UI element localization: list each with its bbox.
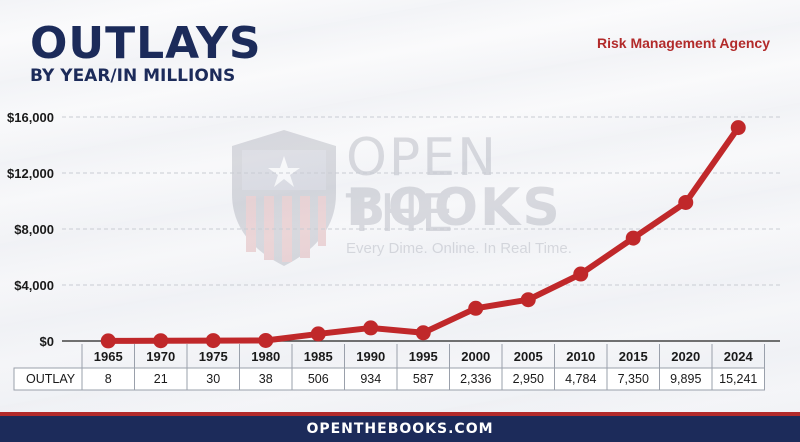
table-value-label: 506 [308,372,329,386]
x-tick-label: 1985 [304,349,333,364]
data-point [678,194,694,210]
x-tick-label: 1975 [199,349,228,364]
table-value-label: 2,336 [460,372,491,386]
x-tick-label: 2010 [566,349,595,364]
grid-lines [62,116,780,342]
y-tick-label: $0 [40,334,54,349]
data-point [205,333,221,349]
table-value-label: 8 [105,372,112,386]
table-value-label: 587 [413,372,434,386]
table-value-label: 934 [360,372,381,386]
x-tick-label: 2005 [514,349,543,364]
table-value-label: 7,350 [618,372,649,386]
table-value-label: 2,950 [513,372,544,386]
x-tick-label: 1980 [251,349,280,364]
series-layer [100,120,746,349]
table-value-row [13,367,765,391]
data-point [520,292,536,308]
footer-bar: OPENTHEBOOKS.COM [0,412,800,442]
y-axis-ticks: $0 $4,000 $8,000 $12,000 $16,000 [7,110,54,349]
y-tick-label: $4,000 [14,278,54,293]
table-value-label: 30 [206,372,220,386]
data-point [573,266,589,282]
series-line-outlay [105,124,742,344]
x-tick-label: 1990 [356,349,385,364]
data-point [100,333,116,349]
table-value-label: 15,241 [719,372,757,386]
chart-subtitle: BY YEAR/IN MILLIONS [30,66,236,86]
data-point [258,332,274,348]
data-point [310,326,326,342]
x-tick-label: 2015 [619,349,648,364]
x-tick-label: 1995 [409,349,438,364]
x-tick-label: 1965 [94,349,123,364]
x-tick-label: 2000 [461,349,490,364]
x-tick-label: 2020 [671,349,700,364]
y-tick-label: $16,000 [7,110,54,125]
table-value-label: 38 [259,372,273,386]
chart-title: OUTLAYS [30,18,262,69]
table-row-label: OUTLAY [26,372,76,386]
data-point [625,230,641,246]
data-point [415,325,431,341]
x-tick-label: 2024 [724,349,754,364]
y-tick-label: $8,000 [14,222,54,237]
data-point [153,333,169,349]
table-value-label: 21 [154,372,168,386]
table-value-label: 4,784 [565,372,596,386]
line-chart: $0 $4,000 $8,000 $12,000 $16,000 OUTLAY 1965 8… [7,110,780,391]
footer-link[interactable]: OPENTHEBOOKS.COM [306,421,494,437]
data-point [468,300,484,316]
data-point [730,120,746,136]
data-table: OUTLAY 1965 8 1970 21 1975 30 1980 38 1985 506 1990… [13,344,765,391]
table-value-label: 9,895 [670,372,701,386]
x-tick-label: 1970 [146,349,175,364]
data-point [363,320,379,336]
y-tick-label: $12,000 [7,166,54,181]
agency-label: Risk Management Agency [597,35,770,51]
